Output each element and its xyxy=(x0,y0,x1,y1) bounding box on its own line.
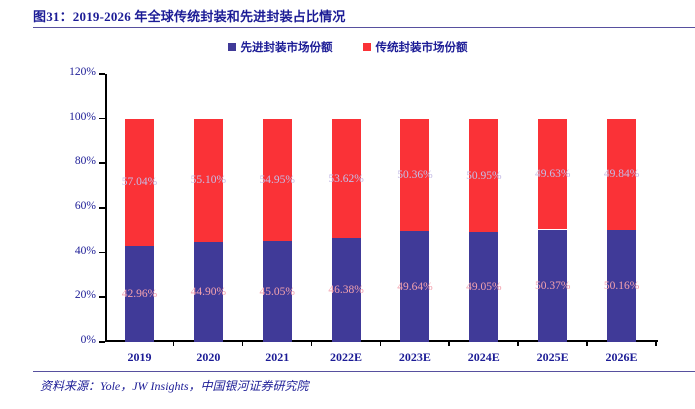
y-axis-tick xyxy=(99,251,105,254)
bar-segment-traditional xyxy=(193,118,223,242)
bar-segment-traditional xyxy=(262,118,292,242)
bar-segment-advanced xyxy=(400,231,430,342)
bar-value-label-traditional: 53.62% xyxy=(328,172,364,185)
y-axis-line xyxy=(105,74,107,342)
figure-title: 图31：2019-2026 年全球传统封装和先进封装占比情况 xyxy=(33,9,346,24)
title-divider xyxy=(33,27,695,29)
legend-label-traditional: 传统封装市场份额 xyxy=(375,42,468,54)
chart-legend: 先进封装市场份额 传统封装市场份额 xyxy=(0,39,695,55)
x-axis-line xyxy=(105,340,658,342)
bar-segment-advanced xyxy=(331,238,361,342)
bar-value-label-traditional: 50.36% xyxy=(397,168,433,181)
legend-swatch-traditional-icon xyxy=(362,43,371,51)
bar-segment-advanced xyxy=(607,229,637,342)
x-tick-label: 2020 xyxy=(196,350,221,364)
bar-segment-advanced xyxy=(538,229,568,342)
bar-segment-traditional xyxy=(124,118,154,247)
bar-segment-advanced xyxy=(469,232,499,342)
x-axis-tick xyxy=(517,342,519,346)
bar-value-label-advanced: 49.05% xyxy=(466,281,502,294)
x-axis-tick xyxy=(655,342,657,346)
bar-segment-advanced xyxy=(124,246,154,342)
bar-value-label-advanced: 45.05% xyxy=(259,285,295,298)
y-tick-label: 40% xyxy=(74,244,96,257)
legend-swatch-advanced-icon xyxy=(227,43,236,51)
y-axis-tick xyxy=(99,207,105,209)
x-axis-tick xyxy=(172,342,175,346)
y-tick-label: 120% xyxy=(69,66,96,78)
bar-segment-traditional xyxy=(538,118,568,230)
y-tick-label: 0% xyxy=(80,334,96,346)
bar-value-label-advanced: 50.16% xyxy=(603,279,640,292)
x-tick-label: 2022E xyxy=(330,350,363,364)
bar-value-label-advanced: 49.64% xyxy=(397,280,433,293)
y-axis-tick xyxy=(99,341,105,343)
bar-segment-traditional xyxy=(331,118,361,239)
y-tick-label: 60% xyxy=(74,200,96,212)
y-tick-label: 80% xyxy=(74,155,96,168)
x-axis-tick xyxy=(379,342,381,346)
legend-item-advanced: 先进封装市场份额 xyxy=(227,39,333,55)
y-tick-label: 20% xyxy=(74,289,96,302)
bar-value-label-traditional: 55.10% xyxy=(190,174,227,187)
stacked-bar-chart: 0% 20% 40% 60% 80% 100% 120% 42.96% 57.04% 2019 44… xyxy=(69,66,658,364)
x-axis-tick xyxy=(448,342,450,346)
y-axis-tick xyxy=(99,296,105,298)
bar-segment-traditional xyxy=(400,118,430,232)
legend-label-advanced: 先进封装市场份额 xyxy=(240,42,333,54)
bar-segment-traditional xyxy=(607,118,637,230)
x-axis-tick xyxy=(310,342,313,346)
x-tick-label: 2021 xyxy=(265,350,290,364)
bar-segment-advanced xyxy=(193,241,223,342)
x-tick-label: 2026E xyxy=(605,350,638,364)
y-axis-tick xyxy=(99,117,105,120)
bar-value-label-traditional: 49.63% xyxy=(534,168,571,181)
bar-value-label-advanced: 42.96% xyxy=(121,288,158,301)
bar-segment-traditional xyxy=(469,118,499,233)
bar-value-label-advanced: 50.37% xyxy=(534,279,571,292)
bar-value-label-advanced: 44.90% xyxy=(190,285,227,298)
bar-value-label-advanced: 46.38% xyxy=(328,284,364,297)
x-axis-tick xyxy=(586,342,588,346)
bar-value-label-traditional: 57.04% xyxy=(121,176,158,189)
source-note: 资料来源：Yole，JW Insights，中国银河证券研究院 xyxy=(40,379,309,393)
legend-item-traditional: 传统封装市场份额 xyxy=(362,39,468,55)
x-tick-label: 2024E xyxy=(467,350,500,364)
y-tick-label: 100% xyxy=(69,110,96,123)
bar-value-label-traditional: 49.84% xyxy=(603,168,640,181)
x-axis-tick xyxy=(241,342,244,346)
footer-divider xyxy=(33,371,695,373)
bar-segment-advanced xyxy=(262,241,292,342)
x-tick-label: 2025E xyxy=(536,350,569,364)
x-tick-label: 2019 xyxy=(127,350,152,364)
x-tick-label: 2023E xyxy=(398,350,431,364)
y-axis-tick xyxy=(99,73,105,75)
bar-value-label-traditional: 54.95% xyxy=(259,174,295,187)
bar-value-label-traditional: 50.95% xyxy=(466,169,502,182)
y-axis-tick xyxy=(99,162,105,164)
